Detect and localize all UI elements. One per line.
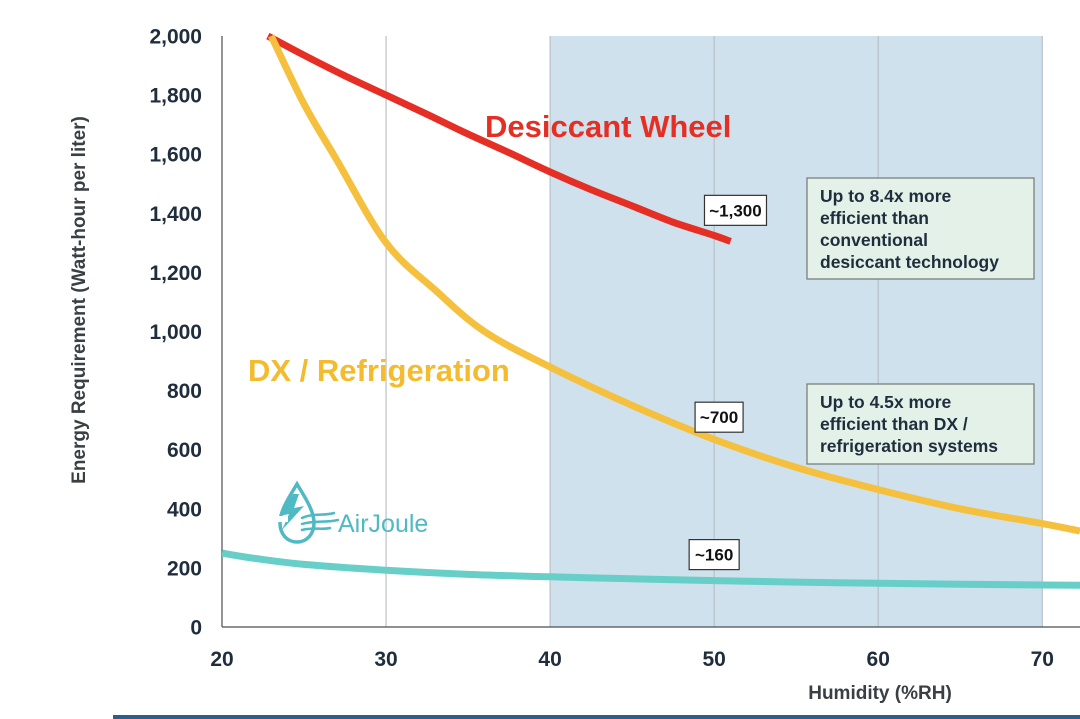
y-tick-label-1,600: 1,600 <box>149 144 202 167</box>
series-label-desiccant-wheel: Desiccant Wheel <box>485 109 731 144</box>
axes <box>221 36 1080 628</box>
y-tick-label-800: 800 <box>167 380 202 403</box>
x-tick-label-20: 20 <box>210 648 233 671</box>
series-lines <box>222 32 1080 589</box>
y-tick-label-1,800: 1,800 <box>149 85 202 108</box>
callout-label: ~1,300 <box>709 201 761 220</box>
note-desiccant-line-3: conventional <box>820 230 928 250</box>
callout-1300: ~1,300 <box>703 194 768 226</box>
y-tick-label-0: 0 <box>190 617 202 640</box>
callout-label: ~160 <box>695 546 733 565</box>
callout-label: ~700 <box>700 408 738 427</box>
note-desiccant-line-1: Up to 8.4x more <box>820 186 952 206</box>
series-line-desiccant-wheel <box>266 32 732 245</box>
y-tick-label-1,200: 1,200 <box>149 262 202 285</box>
y-tick-label-2,000: 2,000 <box>149 26 202 49</box>
note-dx-line-2: efficient than DX / <box>820 414 968 434</box>
note-desiccant-line-2: efficient than <box>820 208 929 228</box>
gridlines <box>385 36 1043 627</box>
callout-frame <box>703 194 768 226</box>
y-axis-title: Energy Requirement (Watt-hour per liter) <box>69 116 90 484</box>
y-axis-ticks: 0 200 400 600 800 1,000 1,200 1,400 1,600 1,800 2,… <box>149 26 202 640</box>
airjoule-logo: AirJoule <box>272 480 428 544</box>
x-tick-label-70: 70 <box>1031 648 1054 671</box>
note-dx-line-3: refrigeration systems <box>820 436 998 456</box>
y-tick-label-200: 200 <box>167 557 202 580</box>
series-line-dx-refrigeration <box>268 34 1080 535</box>
water-drop-bolt-icon <box>272 480 340 544</box>
value-callouts: ~1,300 ~700 ~160 <box>688 194 768 571</box>
highlight-humidity-band <box>550 36 1043 627</box>
x-tick-label-50: 50 <box>702 648 725 671</box>
callout-frame <box>688 539 740 571</box>
note-box-desiccant: Up to 8.4x more efficient than conventio… <box>806 177 1035 280</box>
y-tick-label-1,400: 1,400 <box>149 203 202 226</box>
y-tick-label-400: 400 <box>167 498 202 521</box>
note-box-desiccant-frame <box>806 177 1035 280</box>
x-axis-title: Humidity (%RH) <box>808 683 952 704</box>
y-tick-label-1,000: 1,000 <box>149 321 202 344</box>
callout-700: ~700 <box>694 401 744 433</box>
series-label-dx-refrigeration: DX / Refrigeration <box>248 353 510 388</box>
note-box-dx: Up to 4.5x more efficient than DX / refr… <box>806 383 1035 465</box>
note-dx-line-1: Up to 4.5x more <box>820 392 952 412</box>
callout-160: ~160 <box>688 539 740 571</box>
note-box-dx-frame <box>806 383 1035 465</box>
note-desiccant-line-4: desiccant technology <box>820 252 999 272</box>
x-tick-label-30: 30 <box>374 648 397 671</box>
y-tick-label-600: 600 <box>167 439 202 462</box>
x-tick-label-40: 40 <box>538 648 561 671</box>
x-tick-label-60: 60 <box>867 648 890 671</box>
logo-wordmark: AirJoule <box>338 510 428 538</box>
footer-rule <box>113 715 1080 719</box>
callout-frame <box>694 401 744 433</box>
x-axis-ticks: 20 30 40 50 60 70 <box>210 648 1054 671</box>
series-line-airjoule <box>222 549 1080 589</box>
